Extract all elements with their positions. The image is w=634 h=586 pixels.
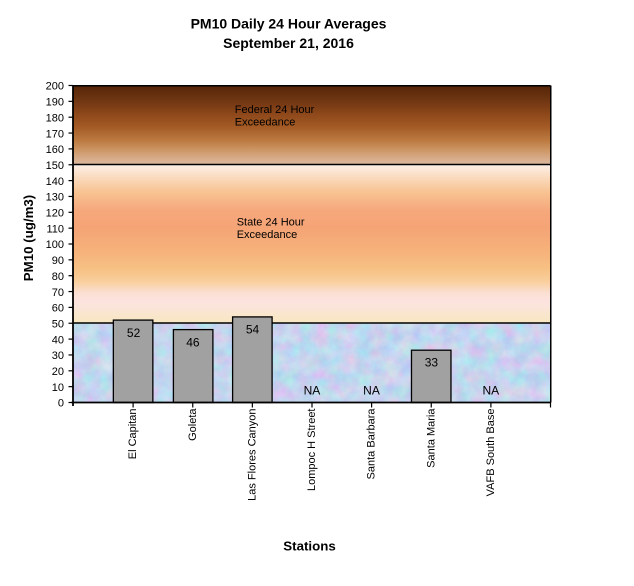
svg-text:120: 120 xyxy=(46,208,64,220)
svg-text:54: 54 xyxy=(246,323,260,337)
svg-text:PM10 (ug/m3): PM10 (ug/m3) xyxy=(21,195,36,281)
svg-text:10: 10 xyxy=(52,382,64,394)
svg-text:State 24 Hour: State 24 Hour xyxy=(237,217,305,229)
svg-text:Stations: Stations xyxy=(283,538,335,553)
svg-text:90: 90 xyxy=(52,255,64,267)
svg-text:NA: NA xyxy=(363,384,380,398)
svg-text:20: 20 xyxy=(52,366,64,378)
svg-text:Exceedance: Exceedance xyxy=(237,229,298,241)
svg-text:140: 140 xyxy=(46,176,64,188)
svg-text:Las Flores Canyon: Las Flores Canyon xyxy=(246,409,258,501)
svg-text:52: 52 xyxy=(127,326,141,340)
svg-text:190: 190 xyxy=(46,97,64,109)
svg-text:33: 33 xyxy=(425,356,439,370)
svg-text:160: 160 xyxy=(46,144,64,156)
svg-text:50: 50 xyxy=(52,318,64,330)
svg-text:PM10 Daily 24 Hour Averages: PM10 Daily 24 Hour Averages xyxy=(191,16,387,32)
svg-text:200: 200 xyxy=(46,81,64,93)
svg-text:Goleta: Goleta xyxy=(187,408,199,441)
svg-text:80: 80 xyxy=(52,271,64,283)
svg-text:NA: NA xyxy=(304,384,321,398)
svg-text:Santa Maria: Santa Maria xyxy=(425,408,437,468)
svg-text:Exceedance: Exceedance xyxy=(235,116,296,128)
svg-text:100: 100 xyxy=(46,239,64,251)
svg-text:Federal 24 Hour: Federal 24 Hour xyxy=(235,104,315,116)
svg-text:110: 110 xyxy=(46,223,64,235)
svg-text:Santa Barbara: Santa Barbara xyxy=(366,408,378,480)
svg-text:0: 0 xyxy=(58,398,64,410)
svg-text:30: 30 xyxy=(52,350,64,362)
svg-text:VAFB South Base: VAFB South Base xyxy=(485,409,497,497)
svg-text:130: 130 xyxy=(46,192,64,204)
svg-text:170: 170 xyxy=(46,128,64,140)
svg-text:60: 60 xyxy=(52,303,64,315)
svg-text:180: 180 xyxy=(46,112,64,124)
svg-text:46: 46 xyxy=(186,335,200,349)
svg-text:70: 70 xyxy=(52,287,64,299)
svg-text:NA: NA xyxy=(482,384,499,398)
svg-text:Lompoc H Street: Lompoc H Street xyxy=(306,409,318,492)
svg-text:El Capitan: El Capitan xyxy=(127,409,139,460)
svg-text:150: 150 xyxy=(46,160,64,172)
svg-text:September 21, 2016: September 21, 2016 xyxy=(223,35,354,51)
svg-text:40: 40 xyxy=(52,334,64,346)
